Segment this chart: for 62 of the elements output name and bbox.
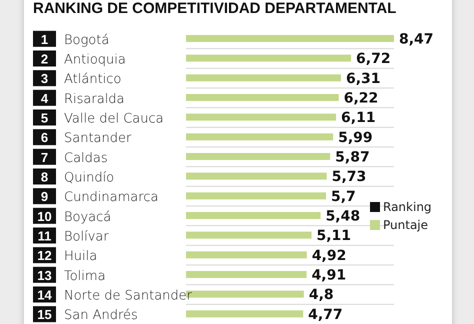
- data-label: 5,87: [335, 150, 370, 166]
- bar: [186, 232, 312, 239]
- rank-badge: 12: [33, 247, 56, 264]
- rank-badge: 5: [33, 110, 56, 126]
- y-tick-label: Bogotá: [64, 32, 110, 48]
- y-tick-label: Valle del Cauca: [64, 112, 164, 126]
- data-label: 6,22: [344, 90, 378, 106]
- rank-badge: 6: [33, 129, 56, 146]
- bar: [186, 94, 339, 101]
- bar: [186, 133, 334, 140]
- y-tick-label: Atlántico: [64, 72, 122, 88]
- y-tick-label: Huila: [64, 249, 98, 264]
- y-tick-label: Risaralda: [64, 92, 125, 107]
- y-tick-label: San Andrés: [64, 308, 138, 324]
- rank-badge: 3: [33, 70, 56, 86]
- rank-badge: 4: [33, 90, 56, 106]
- rank-badge: 7: [33, 148, 56, 165]
- chart-title: RANKING DE COMPETITIVIDAD DEPARTAMENTAL: [33, 0, 396, 17]
- data-label: 4,91: [312, 268, 346, 284]
- rank-badge: 2: [33, 50, 56, 66]
- rank-badge: 11: [33, 228, 56, 244]
- y-tick-label: Caldas: [64, 150, 108, 166]
- data-label: 5,11: [316, 228, 352, 244]
- bar: [186, 114, 336, 121]
- data-label: 5,7: [330, 188, 356, 205]
- data-label: 5,48: [326, 208, 360, 224]
- bar: [186, 74, 341, 82]
- rank-badge: 10: [33, 208, 56, 224]
- rank-badge: 1: [33, 30, 56, 47]
- y-tick-label: Norte de Santander: [64, 288, 193, 304]
- y-tick-label: Antioquia: [64, 52, 126, 68]
- y-tick-label: Quindío: [64, 170, 114, 186]
- data-label: 4,77: [308, 306, 343, 323]
- data-label: 6,11: [341, 110, 376, 126]
- bar: [186, 212, 321, 219]
- data-label: 4,8: [308, 287, 334, 304]
- y-tick-label: Bolívar: [64, 230, 110, 244]
- bar: [186, 54, 352, 62]
- bar: [186, 192, 326, 200]
- data-label: 6,31: [346, 70, 381, 87]
- data-label: 6,72: [356, 51, 391, 68]
- data-label: 8,47: [399, 32, 434, 48]
- annotation: Ranking: [382, 199, 432, 216]
- bar: [186, 271, 307, 278]
- rank-badge: 9: [33, 188, 56, 204]
- rank-badge: 14: [33, 286, 56, 302]
- bar: [186, 310, 304, 318]
- y-tick-label: Tolima: [64, 268, 106, 284]
- bar: [186, 251, 307, 258]
- y-tick-label: Santander: [64, 131, 132, 146]
- y-tick-label: Cundinamarca: [64, 190, 158, 206]
- bar: [186, 172, 327, 180]
- bar: [186, 35, 394, 42]
- data-label: 5,99: [338, 130, 373, 146]
- rank-badge: 13: [33, 266, 56, 283]
- y-tick-label: Boyacá: [64, 210, 112, 225]
- rank-badge: 15: [33, 306, 56, 322]
- data-label: 5,73: [332, 169, 366, 186]
- data-label: 4,92: [312, 248, 346, 264]
- legend-label: Puntaje: [382, 217, 430, 234]
- bar: [186, 153, 330, 160]
- rank-badge: 8: [33, 168, 56, 184]
